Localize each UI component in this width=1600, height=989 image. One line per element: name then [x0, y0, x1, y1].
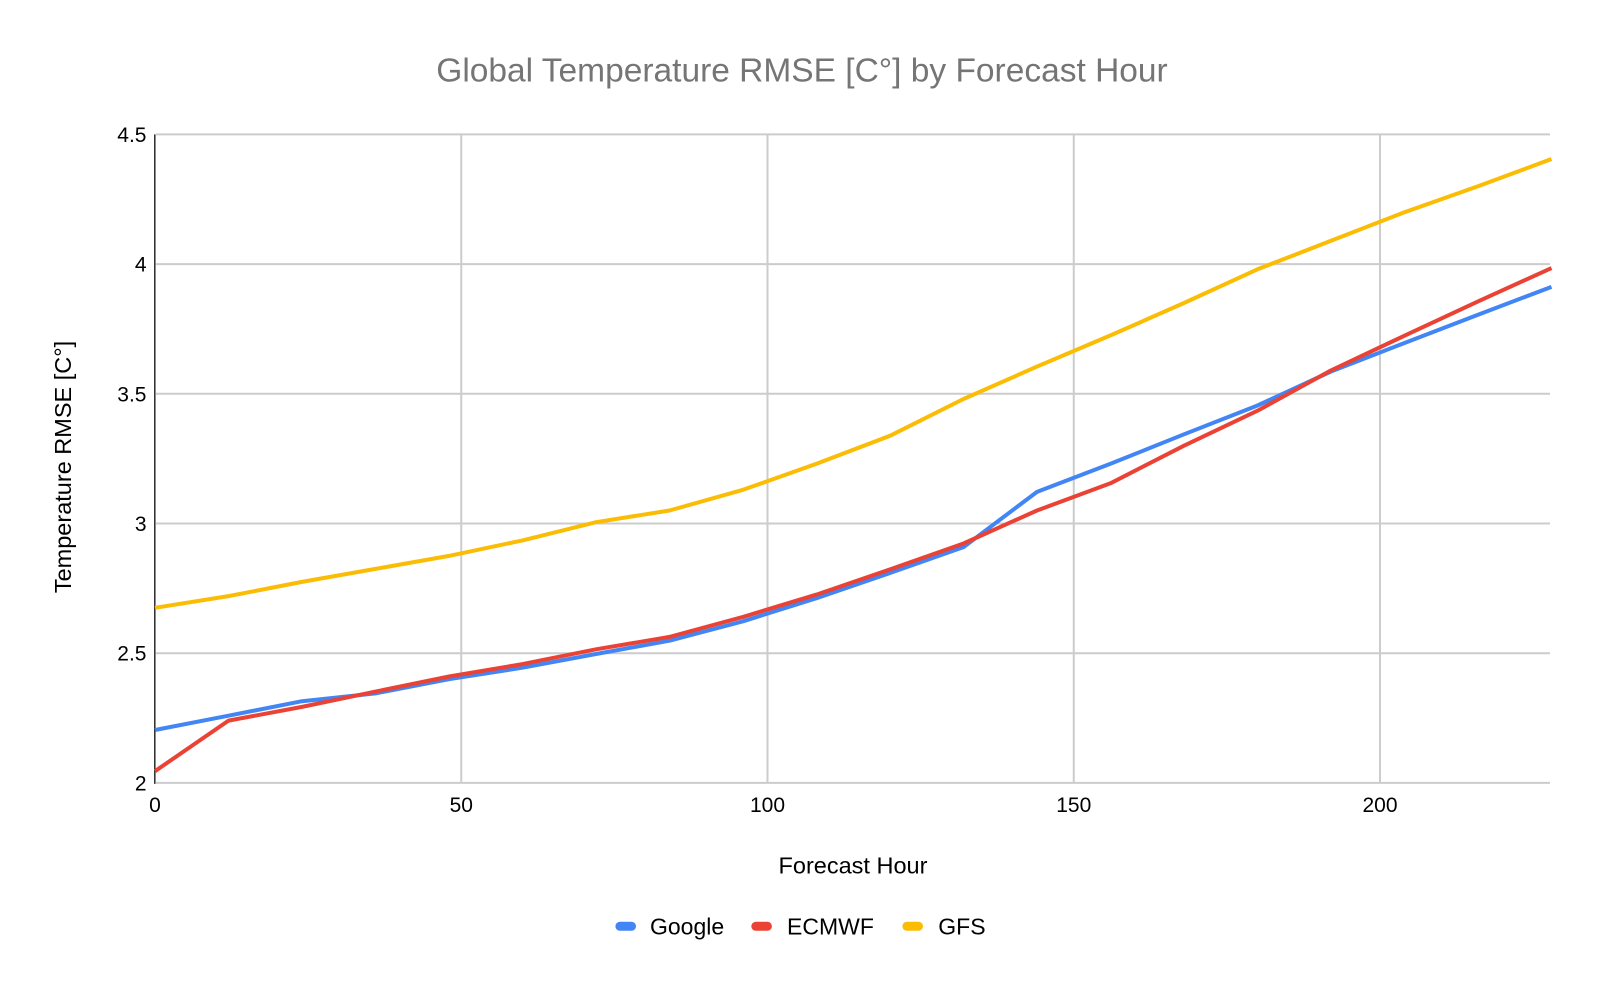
svg-text:50: 50	[450, 794, 473, 817]
svg-text:0: 0	[149, 794, 161, 817]
svg-text:3.5: 3.5	[117, 383, 146, 406]
svg-text:2.5: 2.5	[117, 643, 146, 666]
svg-text:200: 200	[1362, 794, 1397, 817]
svg-text:Google: Google	[650, 914, 724, 940]
svg-text:Global Temperature RMSE [C°] b: Global Temperature RMSE [C°] by Forecast…	[436, 53, 1167, 90]
svg-text:3: 3	[135, 513, 147, 536]
svg-text:Forecast Hour: Forecast Hour	[779, 853, 928, 879]
svg-text:2: 2	[135, 772, 147, 795]
svg-text:4.5: 4.5	[117, 124, 146, 147]
svg-text:4: 4	[135, 254, 147, 277]
svg-text:Temperature RMSE [C°]: Temperature RMSE [C°]	[50, 341, 76, 593]
svg-text:150: 150	[1056, 794, 1091, 817]
svg-text:GFS: GFS	[938, 914, 985, 940]
svg-text:ECMWF: ECMWF	[787, 914, 874, 940]
svg-text:100: 100	[750, 794, 785, 817]
